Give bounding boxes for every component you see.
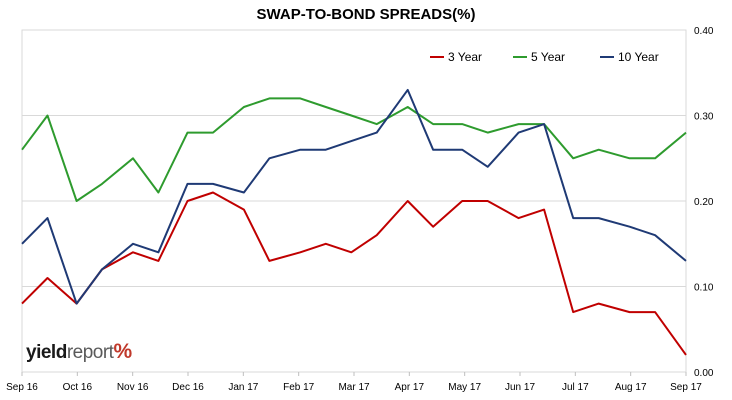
y-tick-label: 0.00: [694, 368, 714, 379]
yieldreport-logo: yieldreport%: [26, 340, 132, 364]
x-tick-label: Apr 17: [395, 382, 425, 393]
legend-label: 3 Year: [448, 50, 482, 64]
x-tick-label: Feb 17: [283, 382, 315, 393]
x-tick-label: Nov 16: [117, 382, 149, 393]
logo-text-yield: yield: [26, 342, 67, 363]
x-tick-label: Sep 16: [6, 382, 38, 393]
series-line-5-year: [21, 97, 687, 202]
x-tick-label: Mar 17: [338, 382, 370, 393]
x-tick-label: Oct 16: [63, 382, 93, 393]
x-tick-label: Jun 17: [505, 382, 535, 393]
chart-title: SWAP-TO-BOND SPREADS(%): [256, 6, 476, 23]
x-tick-label: Jan 17: [228, 382, 258, 393]
legend-label: 5 Year: [531, 50, 565, 64]
x-tick-label: Jul 17: [562, 382, 589, 393]
x-tick-label: Dec 16: [172, 382, 204, 393]
legend-label: 10 Year: [618, 50, 659, 64]
y-tick-label: 0.30: [694, 112, 714, 123]
series-line-10-year: [21, 88, 687, 305]
x-tick-label: May 17: [448, 382, 481, 393]
y-tick-label: 0.40: [694, 26, 714, 37]
series-line-3-year: [21, 191, 687, 356]
x-tick-label: Aug 17: [615, 382, 647, 393]
x-tick-label: Sep 17: [670, 382, 702, 393]
logo-text-report: report: [66, 342, 114, 363]
y-tick-label: 0.20: [694, 197, 714, 208]
y-tick-label: 0.10: [694, 283, 714, 294]
logo-percent-icon: %: [113, 340, 132, 363]
